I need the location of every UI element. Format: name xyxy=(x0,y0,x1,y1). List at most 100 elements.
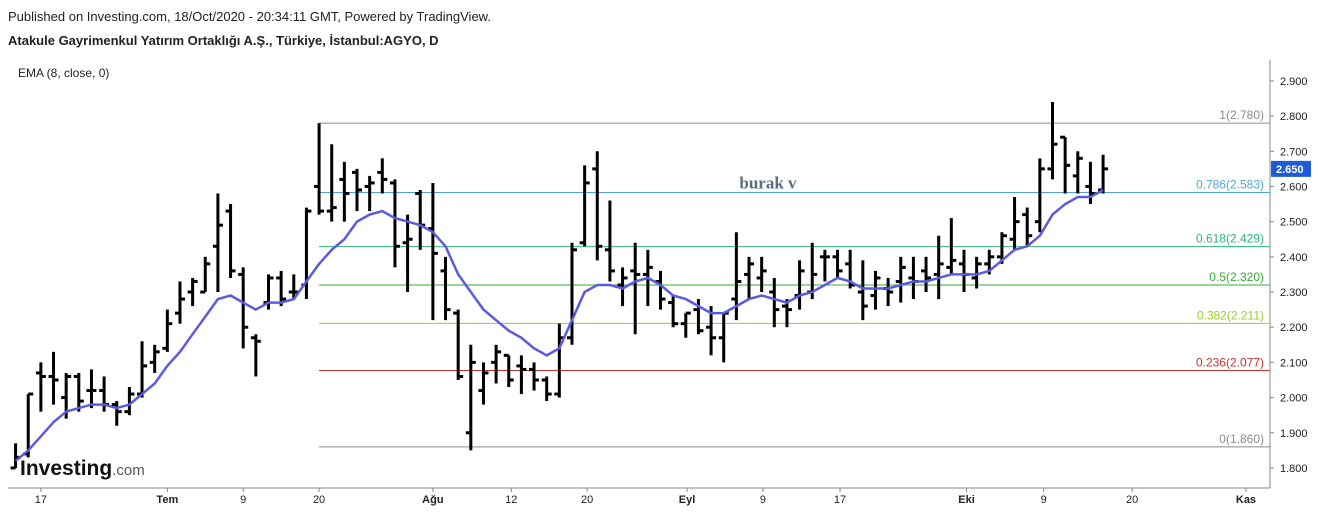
ohlc-bar xyxy=(933,235,944,300)
ohlc-bar xyxy=(314,123,325,215)
ohlc-bar xyxy=(1009,197,1020,250)
ohlc-bar xyxy=(958,249,969,293)
x-tick-label: 20 xyxy=(581,494,593,506)
y-tick-label: 2.800 xyxy=(1280,111,1308,123)
x-tick-label: 17 xyxy=(834,494,846,506)
y-tick-label: 2.500 xyxy=(1280,217,1308,229)
ohlc-bar xyxy=(1022,207,1033,247)
ohlc-bar xyxy=(617,267,628,307)
ohlc-bar xyxy=(174,281,185,324)
ohlc-bar xyxy=(566,242,577,345)
ohlc-bar xyxy=(529,362,540,391)
ohlc-bar xyxy=(352,168,363,212)
fib-label: 0(1.860) xyxy=(1219,432,1264,446)
annotation: burak v xyxy=(739,173,797,192)
y-tick-label: 2.600 xyxy=(1280,181,1308,193)
ohlc-bar xyxy=(516,355,527,395)
x-tick-label: 20 xyxy=(313,494,325,506)
fib-label: 0.382(2.211) xyxy=(1197,308,1264,322)
ohlc-bar xyxy=(111,401,122,426)
ohlc-bar xyxy=(503,353,514,388)
ohlc-bar xyxy=(389,179,400,268)
y-tick-label: 1.900 xyxy=(1280,428,1308,440)
ohlc-bar xyxy=(453,309,464,380)
ohlc-bar xyxy=(1047,102,1058,180)
fib-label: 0.618(2.429) xyxy=(1196,232,1264,246)
y-tick-label: 2.000 xyxy=(1280,393,1308,405)
x-tick-label: 9 xyxy=(240,494,246,506)
ohlc-bar xyxy=(579,165,590,247)
last-price-box xyxy=(1271,160,1311,177)
ohlc-bar xyxy=(604,200,615,282)
ohlc-bar xyxy=(680,311,691,338)
ohlc-bar xyxy=(415,189,426,250)
ohlc-bar xyxy=(402,214,413,293)
logo-brand: Investing xyxy=(20,457,112,480)
y-tick-label: 2.400 xyxy=(1280,252,1308,264)
fib-label: 0.786(2.583) xyxy=(1196,177,1264,191)
ohlc-bar xyxy=(162,309,173,352)
ohlc-bar xyxy=(364,175,375,212)
ohlc-bar xyxy=(946,218,957,275)
ohlc-bar xyxy=(137,341,148,398)
last-price-label: 2.650 xyxy=(1276,164,1304,176)
x-tick-label: 20 xyxy=(1126,494,1138,506)
ohlc-bar xyxy=(630,242,641,335)
logo-suffix: .com xyxy=(112,462,145,479)
x-tick-label: 9 xyxy=(760,494,766,506)
ohlc-bar xyxy=(996,232,1007,264)
ohlc-bar xyxy=(440,256,451,321)
y-tick-label: 2.100 xyxy=(1280,357,1308,369)
x-tick-label: 17 xyxy=(35,494,47,506)
published-line: Published on Investing.com, 18/Oct/2020 … xyxy=(8,9,491,24)
ohlc-bar xyxy=(908,256,919,300)
ohlc-bar xyxy=(478,362,489,405)
ohlc-bar xyxy=(212,193,223,293)
ohlc-bar xyxy=(668,295,679,328)
fib-label: 1(2.780) xyxy=(1219,108,1264,122)
ohlc-bar xyxy=(73,372,84,412)
ohlc-bar xyxy=(819,249,830,282)
ohlc-bar xyxy=(744,256,755,300)
y-tick-label: 2.900 xyxy=(1280,76,1308,88)
x-tick-label: Kas xyxy=(1236,494,1256,506)
ohlc-bar xyxy=(225,204,236,278)
ohlc-bar xyxy=(339,161,350,222)
ohlc-bar xyxy=(971,256,982,289)
ohlc-bar xyxy=(870,270,881,310)
ohlc-bar xyxy=(1098,154,1109,194)
ohlc-bar xyxy=(1060,135,1071,194)
ohlc-bar xyxy=(465,344,476,451)
ohlc-bar xyxy=(48,351,59,405)
x-tick-label: Eyl xyxy=(679,494,696,506)
ohlc-bar xyxy=(149,344,160,373)
indicator-label: EMA (8, close, 0) xyxy=(18,66,109,80)
x-tick-label: Ağu xyxy=(422,494,443,506)
y-tick-label: 2.200 xyxy=(1280,322,1308,334)
ohlc-bar xyxy=(554,323,565,398)
ohlc-bar xyxy=(1072,151,1083,194)
ohlc-bar xyxy=(718,311,729,363)
x-tick-label: 9 xyxy=(1041,494,1047,506)
ohlc-bar xyxy=(1034,158,1045,233)
ohlc-bar xyxy=(921,256,932,293)
ohlc-bar xyxy=(427,182,438,321)
ohlc-bar xyxy=(756,256,767,293)
ohlc-bar xyxy=(857,260,868,321)
ohlc-bar xyxy=(832,249,843,278)
ohlc-bar xyxy=(769,277,780,328)
x-tick-label: Tem xyxy=(156,494,178,506)
ohlc-bar xyxy=(377,158,388,194)
logo: Investing.com xyxy=(20,457,145,480)
x-tick-label: Eki xyxy=(958,494,975,506)
ohlc-bar xyxy=(276,270,287,307)
x-tick-label: 12 xyxy=(505,494,517,506)
ohlc-bar xyxy=(238,267,249,349)
fib-label: 0.236(2.077) xyxy=(1196,355,1264,369)
ohlc-bar xyxy=(326,144,337,222)
symbol-title: Atakule Gayrimenkul Yatırım Ortaklığı A.… xyxy=(8,33,439,48)
ohlc-bar xyxy=(35,362,46,412)
ohlc-bar xyxy=(655,270,666,310)
ohlc-bar xyxy=(86,369,97,409)
ohlc-bar xyxy=(187,277,198,307)
